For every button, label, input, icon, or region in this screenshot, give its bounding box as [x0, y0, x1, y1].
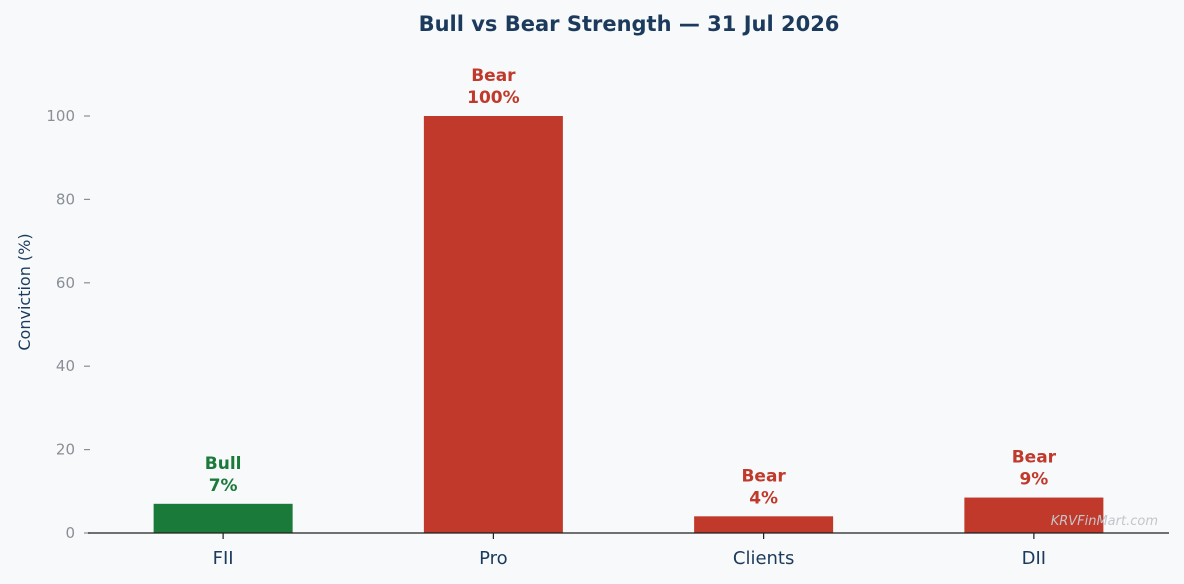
y-tick-label: 0	[65, 524, 75, 542]
y-tick-label: 80	[56, 190, 75, 208]
x-tick-label: Clients	[733, 548, 795, 569]
bar-sentiment-label: Bull	[205, 454, 242, 474]
bar-sentiment-label: Bear	[471, 66, 516, 86]
bar-sentiment-label: Bear	[1012, 448, 1057, 468]
x-axis: FII Pro Clients DII	[88, 532, 1169, 569]
bar-dii	[964, 497, 1104, 533]
bar-value-label: 100%	[467, 88, 520, 108]
y-tick-label: 40	[56, 357, 75, 375]
bar-fii	[153, 503, 293, 533]
x-tick-label: Pro	[479, 548, 508, 569]
y-tick-label: 100	[46, 107, 75, 125]
watermark: KRVFinMart.com	[1051, 514, 1158, 529]
y-axis: 0 20 40 60 80 100	[46, 107, 90, 542]
bar-value-label: 9%	[1019, 470, 1048, 490]
bar-clients	[694, 516, 834, 533]
x-tick-label: FII	[213, 548, 234, 569]
y-tick-label: 60	[56, 274, 75, 292]
x-tick-label: DII	[1022, 548, 1046, 569]
bar-pro	[423, 116, 563, 533]
bar-sentiment-label: Bear	[741, 466, 786, 486]
y-tick-label: 20	[56, 441, 75, 459]
chart-title: Bull vs Bear Strength — 31 Jul 2026	[419, 12, 840, 36]
bars	[153, 116, 1104, 533]
bar-value-label: 4%	[749, 488, 778, 508]
y-axis-label: Conviction (%)	[15, 233, 34, 350]
bar-value-label: 7%	[209, 476, 238, 496]
